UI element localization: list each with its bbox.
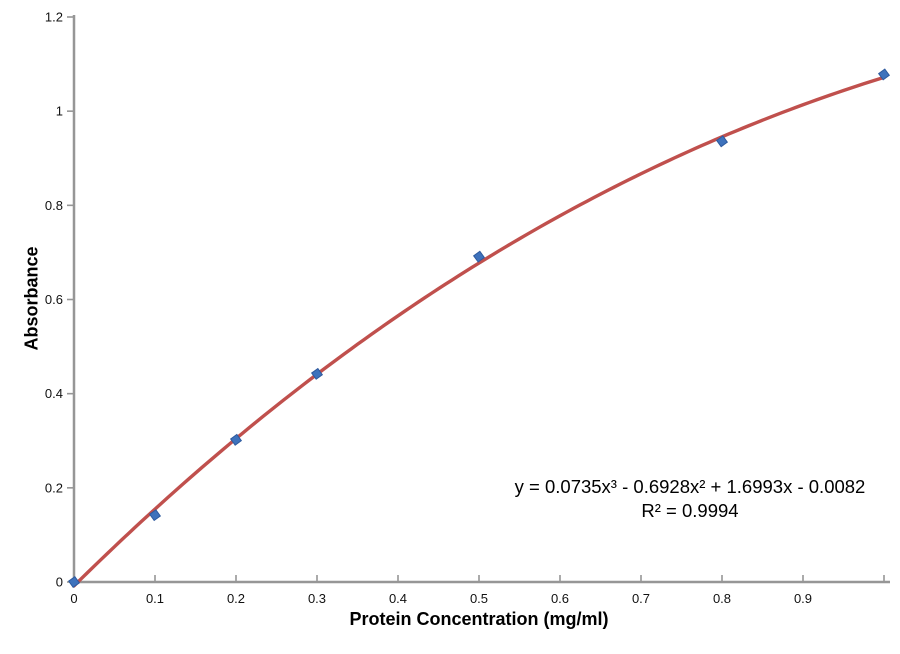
trendline-equation: y = 0.0735x³ - 0.6928x² + 1.6993x - 0.00… xyxy=(514,476,866,497)
x-tick-label: 0.6 xyxy=(551,591,569,606)
r-squared-value: R² = 0.9994 xyxy=(641,500,739,521)
x-axis-title: Protein Concentration (mg/ml) xyxy=(349,609,609,629)
y-tick-label: 0.2 xyxy=(45,480,63,495)
x-tick-label: 0.9 xyxy=(794,591,812,606)
data-point-marker xyxy=(229,433,243,446)
trendline-curve xyxy=(72,75,886,588)
x-tick-label: 0.1 xyxy=(146,591,164,606)
data-point-marker xyxy=(310,367,324,380)
data-point-marker xyxy=(472,250,486,263)
x-tick-label: 0.8 xyxy=(713,591,731,606)
x-tick-label: 0.3 xyxy=(308,591,326,606)
data-point-marker xyxy=(715,135,729,148)
x-tick-label: 0.4 xyxy=(389,591,407,606)
x-tick-label: 0.5 xyxy=(470,591,488,606)
y-axis-title: Absorbance xyxy=(21,246,42,351)
x-tick-label: 0.2 xyxy=(227,591,245,606)
trendline-label: y = 0.0735x³ - 0.6928x² + 1.6993x - 0.00… xyxy=(498,475,882,523)
x-tick-label: 0.7 xyxy=(632,591,650,606)
y-tick-label: 0.6 xyxy=(45,292,63,307)
y-tick-label: 1.2 xyxy=(45,10,63,25)
data-point-marker xyxy=(877,68,891,81)
y-tick-label: 0.4 xyxy=(45,386,63,401)
x-tick-label: 0 xyxy=(70,591,77,606)
y-tick-label: 0.8 xyxy=(45,198,63,213)
data-point-marker xyxy=(148,509,162,522)
y-tick-label: 1 xyxy=(56,104,63,119)
data-point-marker xyxy=(67,575,81,589)
y-tick-label: 0 xyxy=(56,575,63,590)
